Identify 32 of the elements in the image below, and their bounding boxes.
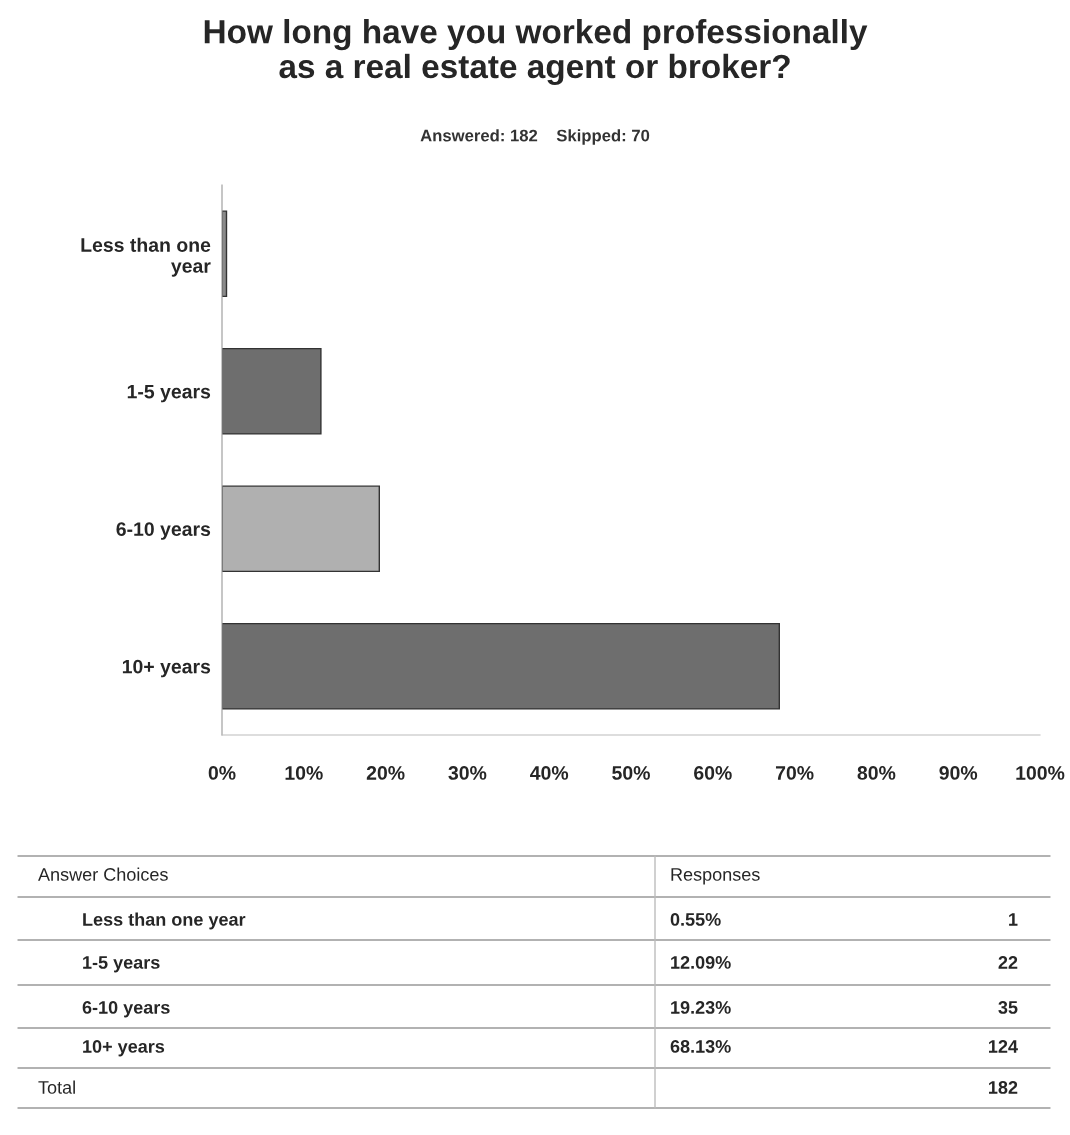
x-tick-label: 100% [1016, 766, 1065, 780]
x-tick-label: 90% [939, 766, 978, 780]
text: 124 [989, 1040, 1018, 1053]
category-label: 6-10 years [82, 1001, 170, 1018]
text: 1 [1009, 913, 1018, 926]
x-tick-label: 70% [775, 766, 814, 780]
x-tick-label: 0% [208, 766, 236, 780]
text: Total [38, 1080, 75, 1094]
text: 19.23% [671, 1001, 731, 1014]
text: 182 [989, 1081, 1018, 1094]
chart-subtitle: Answered: 182 Skipped: 70 [420, 129, 650, 145]
y-tick-label: 10+ years [122, 659, 211, 678]
y-tick-label: 1-5 years [127, 384, 211, 403]
text: 68.13% [670, 1040, 731, 1053]
text: 22 [998, 956, 1018, 969]
x-tick-label: 20% [366, 766, 405, 780]
x-tick-label: 50% [612, 766, 650, 780]
x-tick-label: 10% [285, 766, 323, 780]
category-label: 1-5 years [83, 956, 160, 973]
y-tick-label: Less than one year [81, 237, 211, 277]
x-tick-label: 60% [694, 766, 732, 780]
y-tick-label: 6-10 years [116, 522, 211, 540]
text: 35 [998, 1001, 1018, 1014]
x-tick-label: 80% [857, 766, 896, 780]
x-tick-label: 40% [530, 766, 569, 780]
text: Responses [671, 868, 760, 885]
text: Answer Choices [38, 867, 168, 881]
category-label: 10+ years [83, 1040, 165, 1057]
text: 0.55% [670, 913, 721, 926]
chart-title: How long have you worked professionally as a real estate agent or broker? [204, 18, 868, 86]
text: 12.09% [671, 956, 731, 969]
x-tick-label: 30% [448, 766, 487, 780]
